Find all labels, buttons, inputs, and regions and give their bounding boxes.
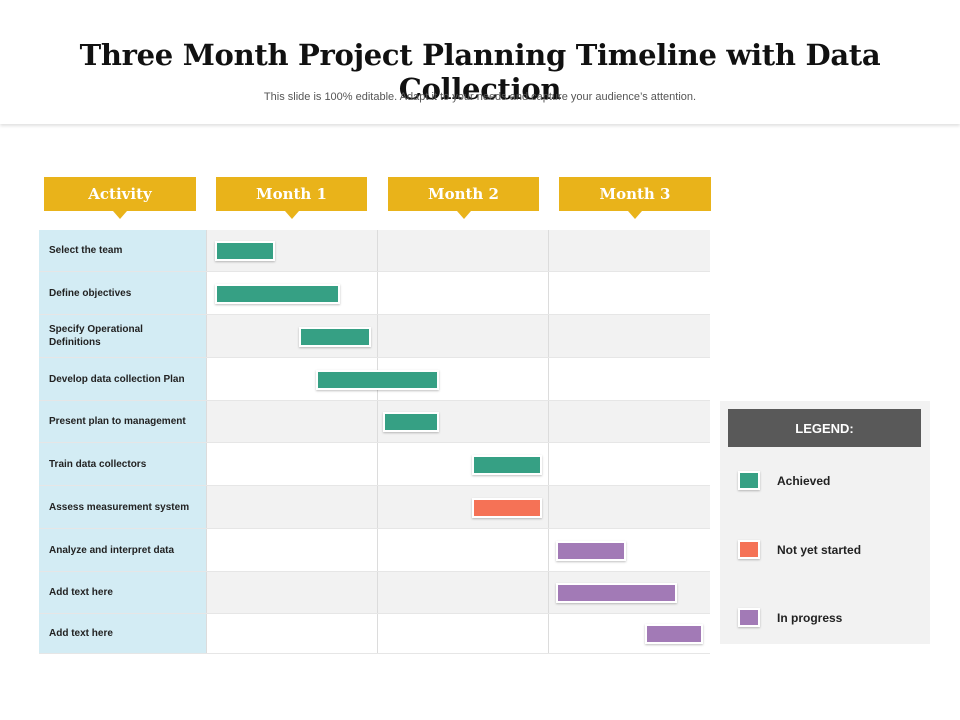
slide-header: Three Month Project Planning Timeline wi… xyxy=(0,0,960,124)
legend-item-not-yet-started: Not yet started xyxy=(738,540,861,559)
table-row: Specify Operational Definitions xyxy=(39,315,710,358)
table-row: Assess measurement system xyxy=(39,486,710,529)
month-2-column-header: Month 2 xyxy=(388,177,539,219)
legend-item-achieved: Achieved xyxy=(738,471,830,490)
legend-panel: LEGEND: Achieved Not yet started In progre… xyxy=(720,401,930,644)
activity-column-header: Activity xyxy=(44,177,196,219)
gantt-bar-achieved xyxy=(214,241,275,261)
month-3-cell xyxy=(548,272,710,314)
activity-label: Present plan to management xyxy=(39,401,206,442)
table-row: Add text here xyxy=(39,614,710,654)
month-1-cell xyxy=(206,529,377,571)
month-3-cell xyxy=(548,358,710,400)
table-row: Develop data collection Plan xyxy=(39,358,710,401)
table-row: Select the team xyxy=(39,230,710,272)
month-2-cell xyxy=(377,230,548,271)
month-1-cell xyxy=(206,443,377,485)
month-2-cell xyxy=(377,572,548,613)
activity-label: Train data collectors xyxy=(39,443,206,485)
month-3-column-header: Month 3 xyxy=(559,177,711,219)
activity-label: Develop data collection Plan xyxy=(39,358,206,400)
gantt-bar-in-progress xyxy=(644,624,703,644)
month-2-cell xyxy=(377,529,548,571)
legend-title: LEGEND: xyxy=(728,409,921,447)
page-subtitle: This slide is 100% editable. Adapt it to… xyxy=(263,91,697,103)
month-1-cell xyxy=(206,401,377,442)
table-row: Train data collectors xyxy=(39,443,710,486)
gantt-bar-achieved xyxy=(298,326,371,347)
activity-label: Add text here xyxy=(39,572,206,613)
month-2-cell xyxy=(377,614,548,653)
month-3-cell xyxy=(548,486,710,528)
month-3-cell xyxy=(548,443,710,485)
month-1-cell xyxy=(206,614,377,653)
month-1-column-header: Month 1 xyxy=(216,177,367,219)
table-row: Add text here xyxy=(39,572,710,614)
month-3-cell xyxy=(548,315,710,357)
legend-swatch xyxy=(738,471,760,490)
month-3-cell xyxy=(548,401,710,442)
activity-label: Add text here xyxy=(39,614,206,653)
activity-label: Select the team xyxy=(39,230,206,271)
month-2-cell xyxy=(377,272,548,314)
activity-label: Analyze and interpret data xyxy=(39,529,206,571)
month-1-cell xyxy=(206,486,377,528)
timeline-grid: Select the team Define objectives Specify … xyxy=(39,230,710,654)
gantt-bar-in-progress xyxy=(555,583,678,603)
gantt-bar-achieved xyxy=(315,369,440,390)
gantt-bar-in-progress xyxy=(555,540,626,561)
legend-swatch xyxy=(738,608,760,627)
legend-label: Not yet started xyxy=(777,542,862,557)
table-row: Present plan to management xyxy=(39,401,710,443)
legend-swatch xyxy=(738,540,760,559)
activity-label: Define objectives xyxy=(39,272,206,314)
month-3-cell xyxy=(548,230,710,271)
table-row: Define objectives xyxy=(39,272,710,315)
month-2-cell xyxy=(377,315,548,357)
table-row: Analyze and interpret data xyxy=(39,529,710,572)
gantt-bar-not-yet-started xyxy=(471,497,542,518)
legend-item-in-progress: In progress xyxy=(738,608,842,627)
legend-label: Achieved xyxy=(777,473,831,488)
month-1-cell xyxy=(206,572,377,613)
legend-label: In progress xyxy=(777,610,843,625)
gantt-bar-achieved xyxy=(214,283,340,304)
activity-label: Specify Operational Definitions xyxy=(39,315,206,357)
gantt-bar-achieved xyxy=(471,454,542,475)
activity-label: Assess measurement system xyxy=(39,486,206,528)
page-title: Three Month Project Planning Timeline wi… xyxy=(79,38,881,106)
gantt-bar-achieved xyxy=(382,412,439,432)
